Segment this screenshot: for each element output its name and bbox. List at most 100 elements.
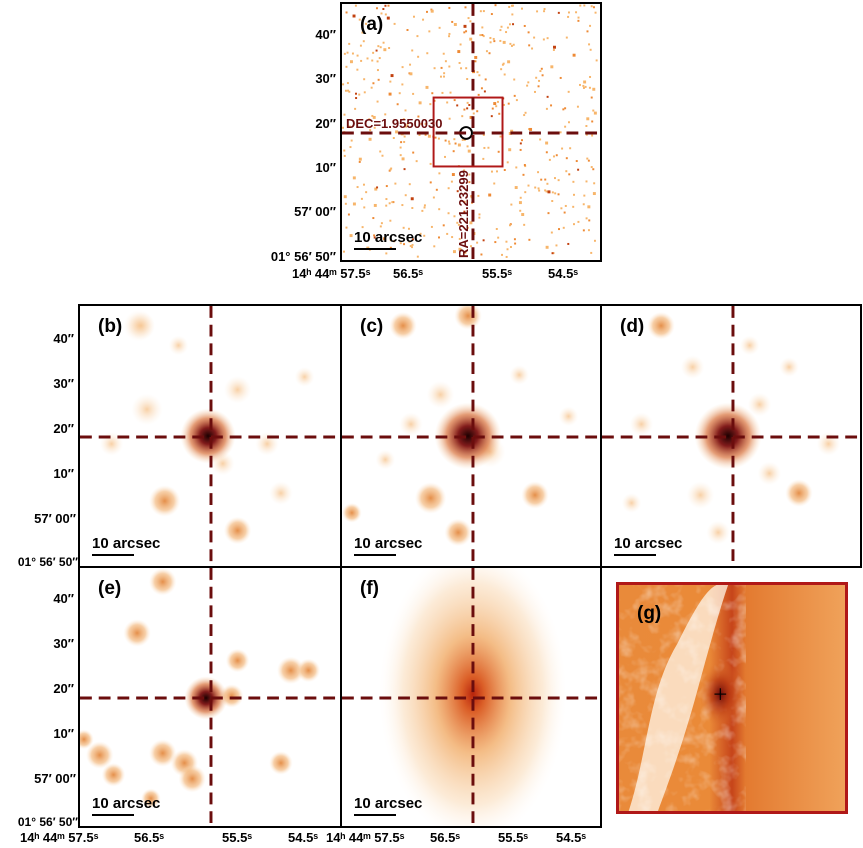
emission-blob	[148, 485, 181, 517]
noise-pixel	[543, 8, 546, 11]
noise-pixel	[437, 137, 440, 140]
noise-pixel	[342, 126, 344, 129]
noise-pixel	[392, 201, 395, 204]
noise-pixel	[466, 101, 469, 104]
noise-pixel	[438, 208, 441, 211]
noise-pixel	[365, 22, 368, 25]
noise-pixel	[380, 12, 383, 15]
scale-bar: 10 arcsec	[354, 535, 422, 556]
dec-tick: 40″	[53, 591, 74, 606]
noise-pixel	[482, 35, 485, 38]
emission-blob	[294, 367, 315, 387]
noise-pixel	[557, 193, 560, 196]
noise-pixel	[409, 245, 412, 248]
noise-pixel	[591, 120, 594, 123]
noise-pixel	[589, 24, 592, 27]
noise-pixel	[543, 10, 546, 13]
noise-pixel	[401, 83, 404, 86]
noise-pixel	[384, 4, 387, 7]
noise-pixel	[424, 122, 427, 125]
noise-pixel	[499, 135, 502, 138]
panel-label: (a)	[360, 14, 384, 35]
noise-pixel	[559, 131, 562, 134]
noise-pixel	[449, 91, 452, 94]
noise-pixel	[429, 162, 432, 165]
noise-pixel	[447, 140, 450, 143]
emission-blob	[747, 392, 772, 417]
scale-label: 10 arcsec	[92, 795, 161, 812]
noise-pixel	[482, 239, 485, 242]
noise-pixel	[551, 252, 554, 255]
noise-pixel	[478, 213, 481, 216]
noise-pixel	[500, 25, 503, 28]
noise-pixel	[361, 226, 364, 229]
noise-pixel	[590, 96, 593, 99]
noise-pixel	[438, 26, 441, 29]
noise-pixel	[363, 91, 366, 94]
ra-tick: 55.5ˢ	[222, 830, 253, 845]
noise-pixel	[467, 149, 471, 153]
dec-tick: 30″	[53, 636, 74, 651]
noise-pixel	[350, 139, 353, 142]
noise-pixel	[463, 210, 466, 213]
noise-pixel	[497, 150, 500, 153]
panel-label: (e)	[98, 578, 122, 599]
noise-pixel	[488, 193, 492, 197]
noise-pixel	[423, 204, 426, 207]
noise-pixel	[444, 155, 446, 158]
noise-pixel	[505, 31, 508, 34]
noise-pixel	[365, 191, 368, 194]
noise-pixel	[373, 234, 376, 237]
noise-pixel	[375, 7, 378, 10]
emission-blob	[342, 502, 362, 523]
noise-pixel	[528, 44, 531, 47]
noise-pixel	[593, 111, 597, 115]
noise-pixel	[592, 6, 595, 9]
noise-pixel	[565, 36, 568, 39]
noise-pixel	[379, 46, 382, 49]
noise-pixel	[509, 223, 512, 226]
noise-pixel	[448, 32, 451, 35]
noise-pixel	[385, 204, 388, 207]
noise-pixel	[551, 200, 554, 203]
noise-pixel	[347, 213, 350, 216]
noise-pixel	[589, 75, 592, 78]
noise-pixel	[409, 63, 412, 66]
noise-pixel	[400, 141, 403, 144]
noise-pixel	[465, 67, 468, 70]
noise-pixel	[506, 161, 509, 164]
noise-pixel	[379, 236, 382, 239]
noise-pixel	[585, 180, 588, 183]
noise-pixel	[589, 48, 592, 51]
noise-pixel	[352, 202, 356, 206]
noise-pixel	[587, 205, 591, 209]
noise-pixel	[401, 66, 404, 69]
noise-pixel	[582, 87, 585, 89]
noise-pixel	[377, 78, 380, 81]
noise-pixel	[545, 190, 548, 193]
noise-pixel	[429, 181, 432, 184]
noise-pixel	[444, 60, 447, 63]
noise-pixel	[431, 92, 434, 95]
noise-pixel	[389, 219, 392, 222]
noise-pixel	[579, 4, 582, 7]
noise-pixel	[519, 148, 522, 151]
noise-pixel	[586, 157, 589, 160]
noise-pixel	[358, 18, 361, 21]
noise-pixel	[505, 255, 508, 258]
noise-pixel	[545, 141, 549, 145]
emission-blob	[85, 741, 114, 769]
noise-pixel	[563, 211, 566, 214]
noise-pixel	[446, 101, 449, 104]
noise-pixel	[564, 125, 567, 128]
noise-pixel	[582, 84, 585, 87]
noise-pixel	[463, 24, 467, 28]
noise-pixel	[510, 4, 513, 7]
noise-pixel	[480, 253, 483, 256]
noise-pixel	[393, 240, 396, 243]
emission-blob	[269, 751, 293, 775]
noise-pixel	[385, 185, 388, 188]
noise-pixel	[362, 183, 365, 186]
noise-pixel	[519, 196, 522, 199]
noise-pixel	[382, 8, 385, 11]
